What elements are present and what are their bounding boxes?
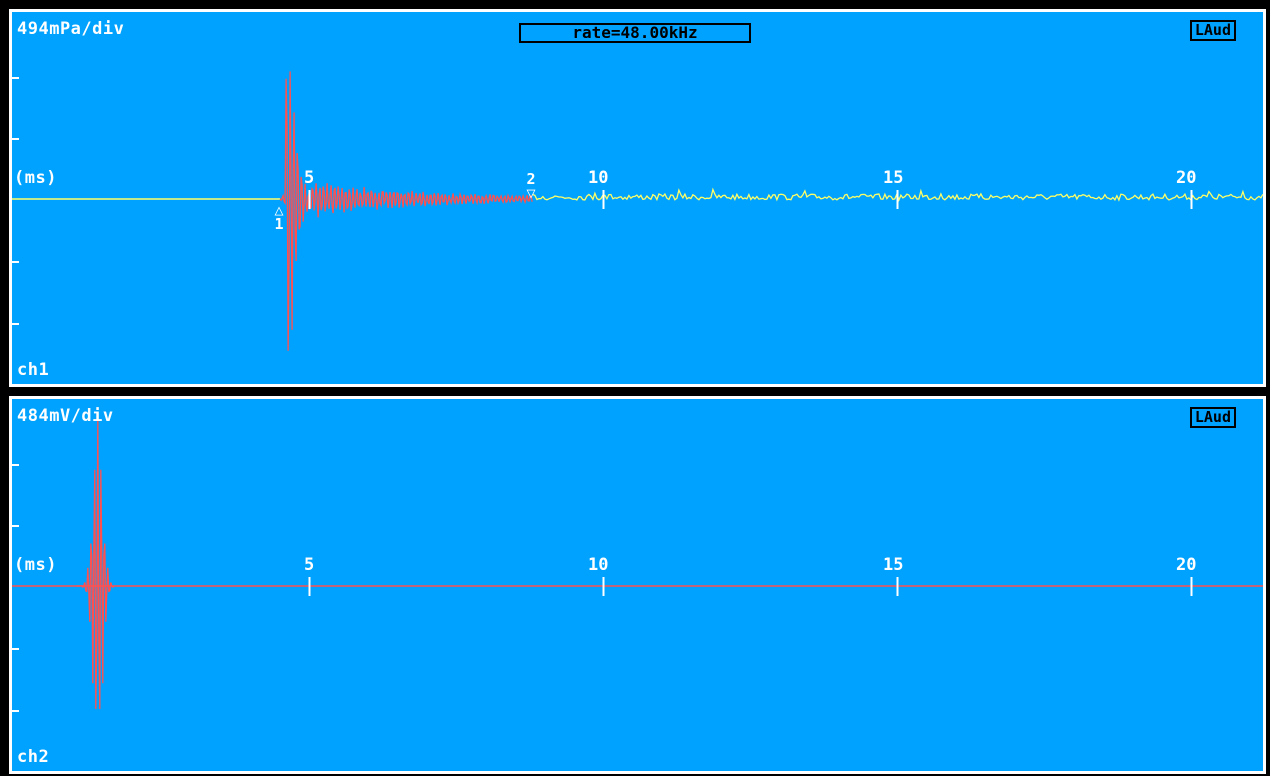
ch2-channel-label: ch2 <box>17 749 49 766</box>
ch1-waveform-plot <box>12 12 1263 384</box>
cursor-marker-2[interactable]: 2 ▽ <box>524 172 538 200</box>
cursor-2-down-icon: ▽ <box>524 186 538 200</box>
cursor-marker-1[interactable]: △ 1 <box>272 203 286 231</box>
ch1-transient-signal <box>280 71 532 350</box>
ch1-channel-label: ch1 <box>17 362 49 379</box>
ch1-tick-label-10: 10 <box>588 170 608 187</box>
ch2-tick-label-15: 15 <box>883 557 903 574</box>
ch1-tick-label-5: 5 <box>304 170 314 187</box>
ch2-panel[interactable]: 484mV/div LAud (ms) 5 10 15 20 ch2 <box>9 396 1266 774</box>
ch2-tick-label-10: 10 <box>588 557 608 574</box>
ch2-waveform-plot <box>12 399 1263 771</box>
ch2-tick-label-5: 5 <box>304 557 314 574</box>
ch1-tick-label-20: 20 <box>1176 170 1196 187</box>
ch1-scale-label: 494mPa/div <box>17 21 124 38</box>
cursor-1-label: 1 <box>272 217 286 231</box>
sample-rate-box: rate=48.00kHz <box>519 23 751 43</box>
ch2-excitation-pulse <box>76 416 114 709</box>
ch1-tick-label-15: 15 <box>883 170 903 187</box>
ch1-time-unit-label: (ms) <box>14 170 57 187</box>
ch1-panel[interactable]: 494mPa/div rate=48.00kHz LAud (ms) 5 10 … <box>9 9 1266 387</box>
ch2-time-unit-label: (ms) <box>14 557 57 574</box>
ch1-laud-badge[interactable]: LAud <box>1190 20 1236 41</box>
ch2-tick-label-20: 20 <box>1176 557 1196 574</box>
ch2-laud-badge[interactable]: LAud <box>1190 407 1236 428</box>
ch2-scale-label: 484mV/div <box>17 408 114 425</box>
